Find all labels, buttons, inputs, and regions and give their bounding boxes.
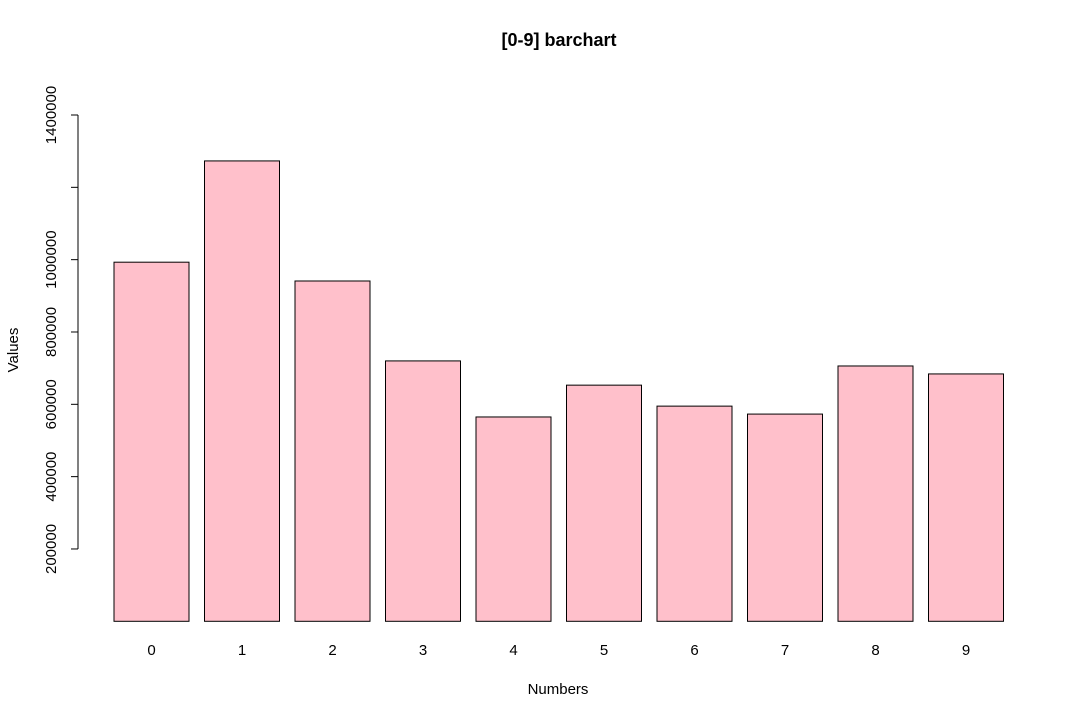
bar [385, 360, 461, 622]
x-tick-label: 1 [238, 642, 246, 659]
y-tick-label: 200000 [43, 524, 60, 574]
y-tick-label: 1000000 [43, 230, 60, 288]
chart-title: [0-9] barchart [501, 30, 616, 50]
bar [475, 416, 552, 622]
bar [837, 365, 914, 622]
y-tick-label: 800000 [43, 307, 60, 357]
x-tick-label: 4 [509, 642, 517, 659]
y-axis-label: Values [5, 328, 22, 373]
bar [204, 160, 280, 622]
y-tick-label: 600000 [43, 379, 60, 429]
x-tick-label: 9 [962, 642, 970, 659]
x-tick-label: 6 [690, 642, 698, 659]
y-tick-label: 1400000 [43, 86, 60, 144]
bar [747, 413, 823, 622]
x-tick-label: 0 [147, 642, 155, 659]
bar [113, 261, 190, 622]
x-tick-label: 2 [328, 642, 336, 659]
bar [566, 384, 642, 622]
bar [928, 373, 1004, 622]
x-axis-label: Numbers [528, 681, 589, 698]
bar [656, 405, 733, 622]
x-tick-label: 7 [781, 642, 789, 659]
y-tick-label: 400000 [43, 452, 60, 502]
x-tick-label: 3 [419, 642, 427, 659]
bar [294, 280, 371, 622]
x-tick-label: 8 [871, 642, 879, 659]
x-tick-label: 5 [600, 642, 608, 659]
